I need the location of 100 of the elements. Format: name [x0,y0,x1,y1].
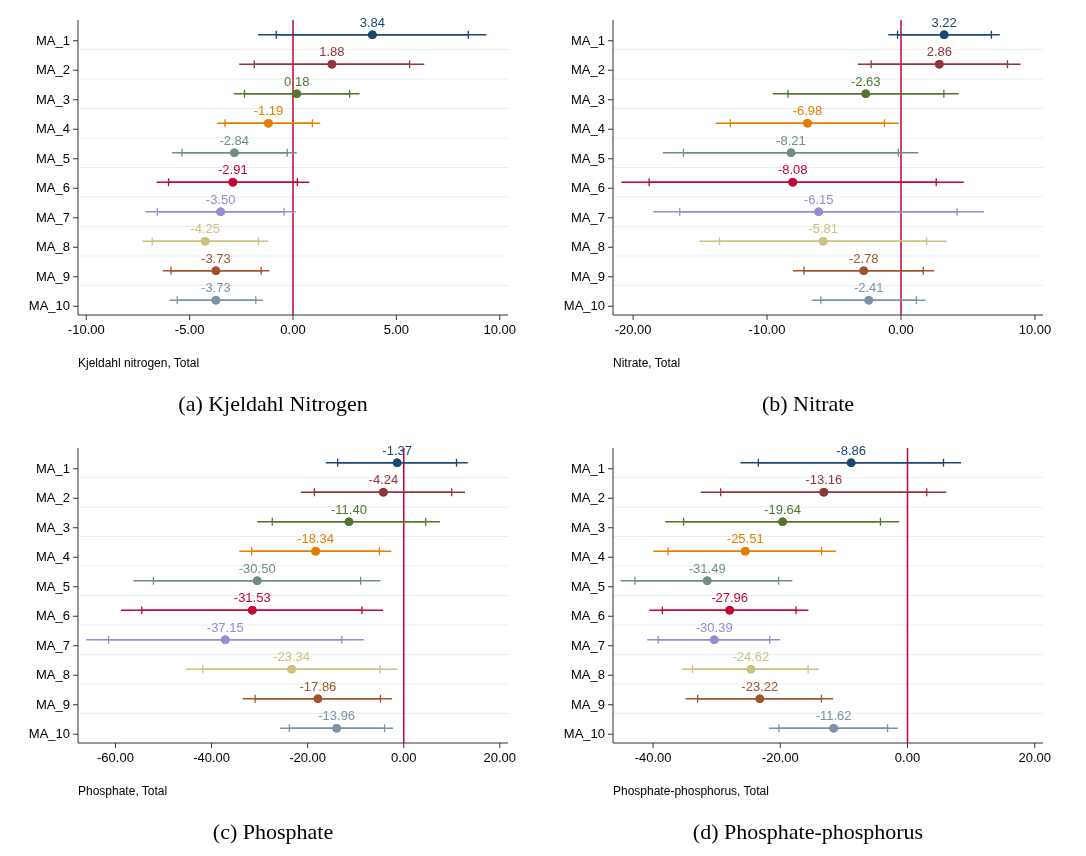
data-label: -27.96 [711,590,749,606]
y-tick-label: MA_4 [36,549,70,565]
y-tick-label: MA_5 [571,150,605,166]
data-label: -2.78 [848,250,879,266]
data-label: -23.22 [741,678,779,694]
x-tick-label: 20.00 [483,750,517,765]
data-label: -3.50 [205,191,236,207]
data-label: -24.62 [732,649,770,665]
x-tick-label: -10.00 [748,322,786,337]
x-tick-label: -40.00 [193,750,230,765]
y-tick-label: MA_2 [571,62,605,78]
x-axis-title: Phosphate, Total [78,784,168,798]
x-tick-label: -20.00 [614,322,652,337]
y-tick-label: MA_7 [36,637,70,653]
data-label: -8.08 [777,162,808,178]
data-label: -1.37 [382,442,412,458]
data-label: -30.39 [695,619,733,635]
data-label: -6.15 [803,191,834,207]
y-tick-label: MA_2 [571,490,605,506]
y-tick-label: MA_1 [36,460,70,476]
y-tick-label: MA_4 [36,121,70,137]
data-label: -31.53 [233,590,271,606]
data-label: -11.40 [331,501,367,517]
y-tick-label: MA_4 [571,121,605,137]
y-tick-label: MA_8 [571,239,605,255]
y-tick-label: MA_2 [36,62,70,78]
y-tick-label: MA_9 [571,696,605,712]
data-label: -8.21 [776,132,806,148]
data-label: -2.41 [853,280,884,296]
y-tick-label: MA_7 [571,637,605,653]
y-tick-label: MA_6 [571,608,605,624]
x-tick-label: -20.00 [289,750,327,765]
y-tick-label: MA_3 [36,519,70,535]
data-label: -4.24 [368,472,399,488]
data-label: -2.84 [219,132,250,148]
y-tick-label: MA_5 [36,150,70,166]
y-tick-label: MA_9 [36,268,70,284]
y-tick-label: MA_10 [28,726,70,742]
x-tick-label: 5.00 [383,322,410,337]
y-tick-label: MA_4 [571,549,605,565]
y-tick-label: MA_10 [563,726,605,742]
y-tick-label: MA_3 [571,91,605,107]
y-tick-label: MA_6 [36,180,70,196]
data-label: -2.91 [218,162,248,178]
data-label: -19.64 [764,501,802,517]
text: (b) Nitrate [761,391,855,416]
x-tick-label: -40.00 [634,750,672,765]
x-tick-label: 0.00 [280,322,306,337]
x-tick-label: 20.00 [1018,750,1051,765]
text: (a) Kjeldahl Nitrogen [178,391,368,416]
data-label: -5.81 [808,221,838,237]
data-label: 2.86 [926,44,952,60]
data-label: 3.84 [359,14,386,30]
data-label: 3.22 [931,14,957,30]
y-tick-label: MA_8 [571,667,605,683]
x-tick-label: 0.00 [391,750,417,765]
y-tick-label: MA_6 [571,180,605,196]
data-label: -37.15 [206,619,244,635]
x-axis-title: Phosphate-phosphorus, Total [613,784,769,798]
x-tick-label: -20.00 [761,750,799,765]
data-label: -25.51 [726,531,764,547]
y-tick-label: MA_10 [563,298,605,314]
x-tick-label: -10.00 [67,322,105,337]
y-tick-label: MA_1 [36,32,70,48]
data-label: -13.96 [318,708,356,724]
text: (c) Phosphate [212,819,334,844]
x-tick-label: -60.00 [97,750,134,765]
y-tick-label: MA_10 [28,298,70,314]
data-label: -1.19 [253,103,284,119]
y-tick-label: MA_3 [36,91,70,107]
y-tick-label: MA_2 [36,490,70,506]
data-label: -30.50 [238,560,276,576]
data-label: -4.25 [190,221,220,237]
x-tick-label: -5.00 [174,322,205,337]
data-label: -2.63 [850,73,881,89]
y-tick-label: MA_7 [571,209,605,225]
y-tick-label: MA_6 [36,608,70,624]
data-label: -3.73 [201,280,231,296]
y-tick-label: MA_9 [571,268,605,284]
y-tick-label: MA_8 [36,667,70,683]
y-tick-label: MA_1 [571,32,605,48]
y-tick-label: MA_1 [571,460,605,476]
y-tick-label: MA_5 [36,578,70,594]
data-label: -23.34 [273,649,311,665]
data-label: -8.86 [836,442,866,458]
x-tick-label: 10.00 [483,322,516,337]
x-axis-title: Nitrate, Total [613,356,681,370]
data-label: -3.73 [201,250,231,266]
text: (d) Phosphate-phosphorus [692,819,924,844]
data-label: -13.16 [805,472,843,488]
data-label: 1.88 [319,44,345,60]
y-tick-label: MA_3 [571,519,605,535]
y-tick-label: MA_7 [36,209,70,225]
data-label: -17.86 [299,678,337,694]
y-tick-label: MA_5 [571,578,605,594]
x-tick-label: 0.00 [894,750,921,765]
x-axis-title: Kjeldahl nitrogen, Total [78,356,200,370]
data-label: -11.62 [815,708,852,724]
y-tick-label: MA_8 [36,239,70,255]
data-label: -6.98 [792,103,823,119]
